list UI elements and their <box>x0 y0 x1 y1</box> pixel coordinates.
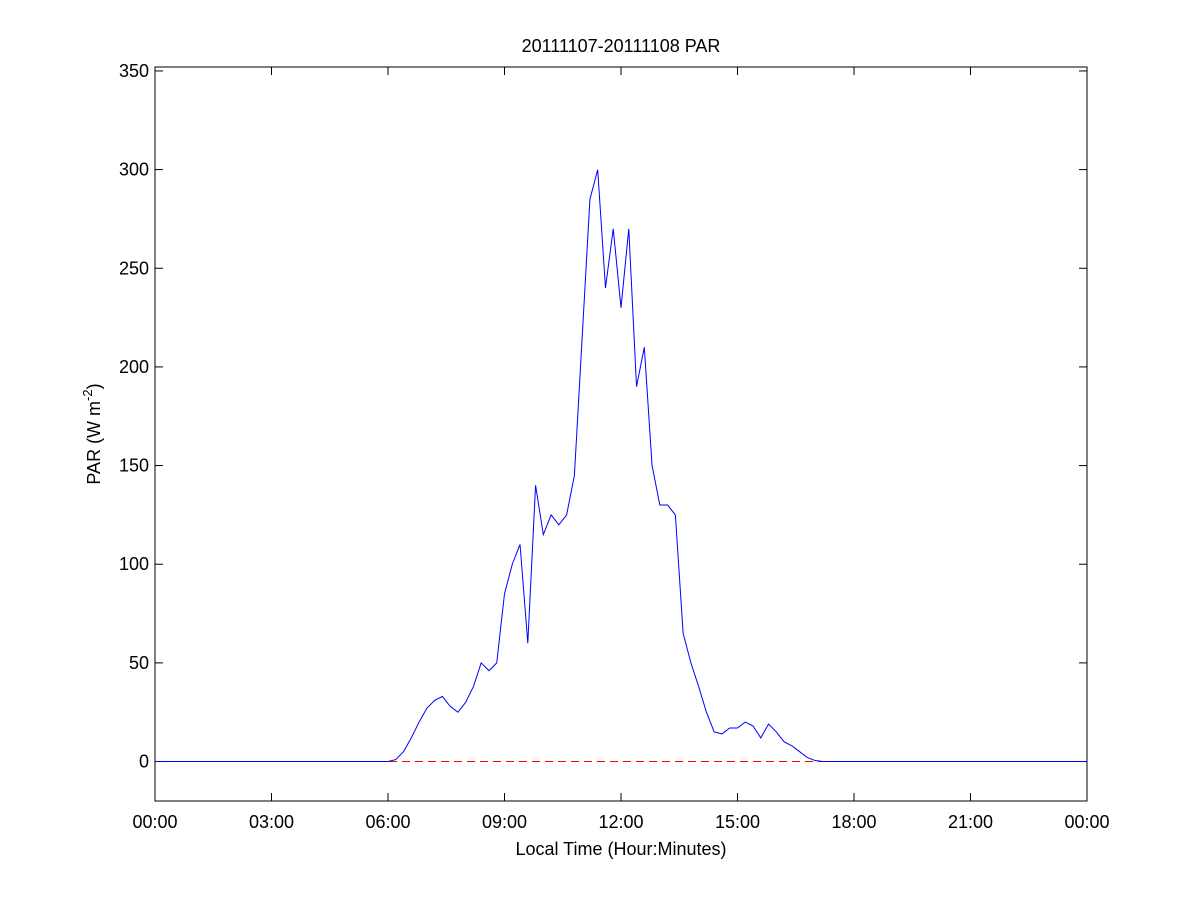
x-tick-label: 00:00 <box>132 812 177 832</box>
y-axis-label-text: PAR (W m <box>84 401 104 485</box>
x-axis-label: Local Time (Hour:Minutes) <box>515 839 726 859</box>
y-tick-label: 250 <box>119 258 149 278</box>
y-tick-label: 100 <box>119 554 149 574</box>
y-tick-label: 50 <box>129 653 149 673</box>
x-tick-label: 15:00 <box>715 812 760 832</box>
y-tick-label: 350 <box>119 61 149 81</box>
y-axis-label: PAR (W m-2) <box>80 383 104 484</box>
plot-area <box>155 67 1087 801</box>
x-tick-label: 00:00 <box>1064 812 1109 832</box>
y-tick-label: 300 <box>119 160 149 180</box>
x-tick-label: 18:00 <box>831 812 876 832</box>
axes-box <box>154 66 1088 802</box>
y-tick-label: 0 <box>139 752 149 772</box>
y-tick-label: 150 <box>119 456 149 476</box>
x-tick-label: 09:00 <box>482 812 527 832</box>
y-axis-label-superscript: -2 <box>80 389 95 401</box>
x-tick-label: 21:00 <box>948 812 993 832</box>
x-tick-label: 03:00 <box>249 812 294 832</box>
chart-title: 20111107-20111108 PAR <box>522 36 721 56</box>
y-axis-label-suffix: ) <box>84 383 104 389</box>
x-tick-label: 12:00 <box>598 812 643 832</box>
y-tick-label: 200 <box>119 357 149 377</box>
x-tick-label: 06:00 <box>365 812 410 832</box>
data-line <box>155 169 1087 763</box>
